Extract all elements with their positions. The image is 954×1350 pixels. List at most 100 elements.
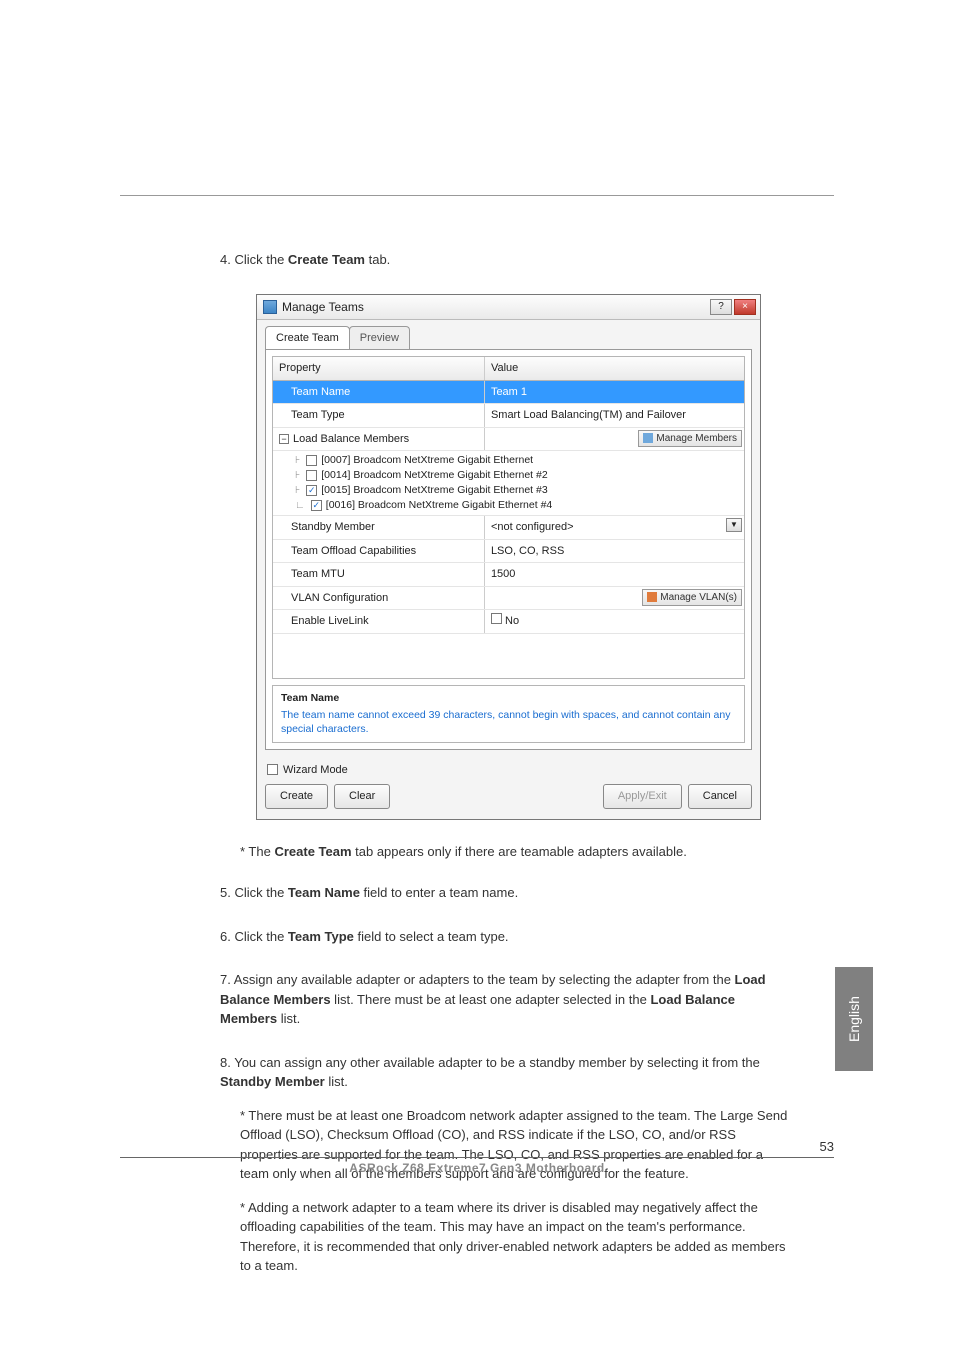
header-value: Value bbox=[485, 357, 744, 380]
standby-label: Standby Member bbox=[273, 516, 485, 539]
mtu-value: 1500 bbox=[485, 563, 744, 586]
livelink-label: Enable LiveLink bbox=[273, 610, 485, 633]
adapter-checkbox-2[interactable]: ✓ bbox=[306, 485, 317, 496]
adapter-checkbox-0[interactable] bbox=[306, 455, 317, 466]
livelink-value-cell: No bbox=[485, 610, 744, 633]
vlan-icon bbox=[647, 592, 657, 602]
step4-note: * The Create Team tab appears only if th… bbox=[240, 842, 790, 862]
lbm-label: −Load Balance Members bbox=[273, 428, 485, 451]
close-button[interactable]: × bbox=[734, 299, 756, 315]
wizard-mode-checkbox[interactable] bbox=[267, 764, 278, 775]
lbm-value-cell: Manage Members bbox=[485, 428, 744, 451]
adapter-item-2[interactable]: ⊦✓[0015] Broadcom NetXtreme Gigabit Ethe… bbox=[273, 483, 744, 498]
desc-title: Team Name bbox=[281, 691, 736, 707]
row-standby-member[interactable]: Standby Member <not configured> ▼ bbox=[273, 516, 744, 540]
s5-suffix: field to enter a team name. bbox=[360, 885, 518, 900]
s7-prefix: 7. Assign any available adapter or adapt… bbox=[220, 972, 735, 987]
standby-dropdown-arrow[interactable]: ▼ bbox=[726, 518, 742, 532]
members-icon bbox=[643, 433, 653, 443]
wizard-mode-label: Wizard Mode bbox=[283, 762, 348, 779]
s8-bold: Standby Member bbox=[220, 1074, 325, 1089]
clear-button[interactable]: Clear bbox=[334, 784, 390, 809]
tab-create-team[interactable]: Create Team bbox=[265, 326, 350, 350]
step-5: 5. Click the Team Name field to enter a … bbox=[220, 883, 790, 903]
footer-text: ASRock Z68 Extreme7 Gen3 Motherboard bbox=[120, 1161, 834, 1175]
dialog-icon bbox=[263, 300, 277, 314]
dialog-title: Manage Teams bbox=[282, 298, 364, 316]
create-button[interactable]: Create bbox=[265, 784, 328, 809]
livelink-value: No bbox=[505, 615, 519, 627]
s4-note-bold: Create Team bbox=[274, 844, 351, 859]
offload-label: Team Offload Capabilities bbox=[273, 540, 485, 563]
row-offload[interactable]: Team Offload Capabilities LSO, CO, RSS bbox=[273, 540, 744, 564]
language-side-tab: English bbox=[835, 967, 873, 1071]
adapter-label-1: [0014] Broadcom NetXtreme Gigabit Ethern… bbox=[321, 468, 547, 483]
s7-mid: list. There must be at least one adapter… bbox=[331, 992, 651, 1007]
step-4: 4. Click the Create Team tab. bbox=[220, 250, 790, 270]
team-type-value: Smart Load Balancing(TM) and Failover bbox=[485, 404, 744, 427]
s6-suffix: field to select a team type. bbox=[354, 929, 509, 944]
s8-prefix: 8. You can assign any other available ad… bbox=[220, 1055, 760, 1070]
adapter-checkbox-1[interactable] bbox=[306, 470, 317, 481]
page-footer: 53 ASRock Z68 Extreme7 Gen3 Motherboard bbox=[120, 1157, 834, 1175]
vlan-label: VLAN Configuration bbox=[273, 587, 485, 610]
grid-blank-area bbox=[273, 634, 744, 678]
s6-prefix: 6. Click the bbox=[220, 929, 288, 944]
vlan-value-cell: Manage VLAN(s) bbox=[485, 587, 744, 610]
adapter-label-2: [0015] Broadcom NetXtreme Gigabit Ethern… bbox=[321, 483, 547, 498]
create-team-panel: Property Value Team Name Team 1 Team Typ… bbox=[265, 349, 752, 750]
manage-teams-dialog: Manage Teams ? × Create TeamPreview Prop… bbox=[256, 294, 761, 820]
team-name-value: Team 1 bbox=[485, 381, 744, 404]
help-button[interactable]: ? bbox=[710, 299, 732, 315]
tab-strip: Create TeamPreview bbox=[257, 320, 760, 350]
header-property: Property bbox=[273, 357, 485, 380]
manage-vlans-label: Manage VLAN(s) bbox=[660, 590, 737, 605]
page-number: 53 bbox=[820, 1139, 834, 1154]
standby-value: <not configured> bbox=[491, 521, 574, 533]
offload-value: LSO, CO, RSS bbox=[485, 540, 744, 563]
adapter-item-3[interactable]: ∟✓[0016] Broadcom NetXtreme Gigabit Ethe… bbox=[273, 498, 744, 513]
tab-preview[interactable]: Preview bbox=[349, 326, 410, 350]
s5-bold: Team Name bbox=[288, 885, 360, 900]
adapter-item-0[interactable]: ⊦[0007] Broadcom NetXtreme Gigabit Ether… bbox=[273, 453, 744, 468]
apply-exit-button[interactable]: Apply/Exit bbox=[603, 784, 682, 809]
step8-note2: * Adding a network adapter to a team whe… bbox=[240, 1198, 790, 1276]
team-type-label: Team Type bbox=[273, 404, 485, 427]
page-top-rule bbox=[120, 195, 834, 196]
row-vlan[interactable]: VLAN Configuration Manage VLAN(s) bbox=[273, 587, 744, 611]
row-load-balance-members[interactable]: −Load Balance Members Manage Members bbox=[273, 428, 744, 452]
team-name-label: Team Name bbox=[273, 381, 485, 404]
adapter-label-3: [0016] Broadcom NetXtreme Gigabit Ethern… bbox=[326, 498, 552, 513]
description-box: Team Name The team name cannot exceed 39… bbox=[272, 685, 745, 743]
lbm-label-text: Load Balance Members bbox=[293, 433, 409, 445]
standby-value-cell: <not configured> ▼ bbox=[485, 516, 744, 539]
step-7: 7. Assign any available adapter or adapt… bbox=[220, 970, 790, 1029]
row-mtu[interactable]: Team MTU 1500 bbox=[273, 563, 744, 587]
step4-text-suffix: tab. bbox=[365, 252, 390, 267]
s6-bold: Team Type bbox=[288, 929, 354, 944]
adapter-tree: ⊦[0007] Broadcom NetXtreme Gigabit Ether… bbox=[273, 451, 744, 516]
row-livelink[interactable]: Enable LiveLink No bbox=[273, 610, 744, 634]
adapter-item-1[interactable]: ⊦[0014] Broadcom NetXtreme Gigabit Ether… bbox=[273, 468, 744, 483]
s5-prefix: 5. Click the bbox=[220, 885, 288, 900]
desc-text: The team name cannot exceed 39 character… bbox=[281, 708, 736, 736]
s4-note-prefix: * The bbox=[240, 844, 274, 859]
s8-suffix: list. bbox=[325, 1074, 348, 1089]
adapter-checkbox-3[interactable]: ✓ bbox=[311, 500, 322, 511]
step4-bold: Create Team bbox=[288, 252, 365, 267]
manage-vlans-button[interactable]: Manage VLAN(s) bbox=[642, 589, 742, 606]
adapter-label-0: [0007] Broadcom NetXtreme Gigabit Ethern… bbox=[321, 453, 533, 468]
row-team-name[interactable]: Team Name Team 1 bbox=[273, 381, 744, 405]
dialog-titlebar: Manage Teams ? × bbox=[257, 295, 760, 320]
step4-text-prefix: 4. Click the bbox=[220, 252, 288, 267]
step-6: 6. Click the Team Type field to select a… bbox=[220, 927, 790, 947]
manage-members-button[interactable]: Manage Members bbox=[638, 430, 742, 447]
mtu-label: Team MTU bbox=[273, 563, 485, 586]
row-team-type[interactable]: Team Type Smart Load Balancing(TM) and F… bbox=[273, 404, 744, 428]
dialog-button-row: Create Clear Apply/Exit Cancel bbox=[257, 784, 760, 819]
cancel-button[interactable]: Cancel bbox=[688, 784, 752, 809]
main-content: 4. Click the Create Team tab. Manage Tea… bbox=[220, 250, 790, 1290]
livelink-checkbox[interactable] bbox=[491, 613, 502, 624]
s4-note-suffix: tab appears only if there are teamable a… bbox=[352, 844, 687, 859]
property-grid: Property Value Team Name Team 1 Team Typ… bbox=[272, 356, 745, 679]
